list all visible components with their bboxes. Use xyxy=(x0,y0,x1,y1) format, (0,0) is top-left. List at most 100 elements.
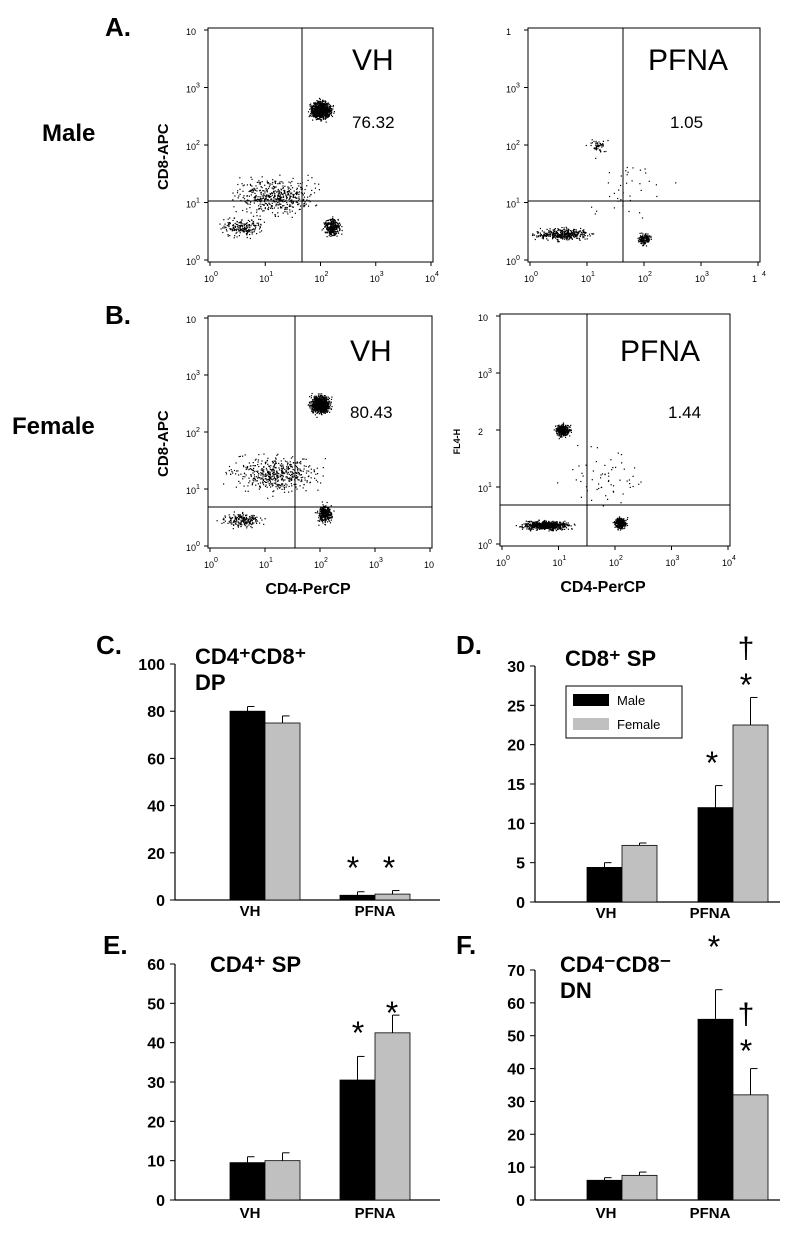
event-dot xyxy=(572,234,574,236)
event-dot xyxy=(247,519,249,521)
event-dot xyxy=(329,229,331,231)
event-dot xyxy=(558,429,560,431)
event-dot xyxy=(536,529,538,531)
event-dot xyxy=(564,433,566,435)
event-dot xyxy=(250,184,252,186)
event-dot xyxy=(321,104,323,106)
event-dot xyxy=(271,482,273,485)
event-dot xyxy=(564,235,566,237)
event-dot xyxy=(269,474,272,476)
event-dot xyxy=(314,410,316,412)
event-dot xyxy=(602,144,604,146)
event-dot xyxy=(277,476,279,478)
event-dot xyxy=(265,481,267,483)
x-tick-exponent: 1 xyxy=(591,271,595,278)
event-dot xyxy=(562,426,565,428)
event-dot xyxy=(267,471,269,474)
event-dot xyxy=(341,229,343,232)
event-dot xyxy=(628,210,630,213)
event-dot xyxy=(546,233,549,235)
event-dot xyxy=(312,408,314,410)
event-dot xyxy=(330,113,332,115)
event-dot xyxy=(275,467,277,469)
event-dot xyxy=(270,205,272,207)
event-dot xyxy=(242,520,245,523)
event-dot xyxy=(330,513,332,515)
event-dot xyxy=(296,472,298,474)
event-dot xyxy=(319,519,321,521)
event-dot xyxy=(292,196,294,198)
event-dot xyxy=(323,409,326,411)
event-dot xyxy=(295,201,297,203)
event-dot xyxy=(240,473,242,475)
event-dot xyxy=(267,478,269,480)
event-dot xyxy=(250,515,252,517)
event-dot xyxy=(560,236,562,238)
event-dot xyxy=(228,225,230,227)
event-dot xyxy=(643,242,645,244)
event-dot xyxy=(317,100,319,102)
event-dot xyxy=(286,476,288,478)
event-dot xyxy=(237,183,239,186)
event-dot xyxy=(237,197,239,199)
event-dot xyxy=(238,514,240,516)
event-dot xyxy=(558,426,560,428)
event-dot xyxy=(281,477,283,479)
event-dot xyxy=(310,408,312,410)
event-dot xyxy=(298,208,300,211)
event-dot xyxy=(324,400,326,402)
event-dot xyxy=(319,399,322,401)
event-dot xyxy=(650,237,652,239)
event-dot xyxy=(315,109,317,111)
event-dot xyxy=(273,490,275,492)
event-dot xyxy=(233,224,235,226)
event-dot xyxy=(231,517,233,519)
event-dot xyxy=(282,470,284,472)
event-dot xyxy=(263,523,265,525)
event-dot xyxy=(591,206,593,208)
event-dot xyxy=(594,213,596,215)
event-dot xyxy=(319,402,322,404)
event-dot xyxy=(316,108,318,110)
event-dot xyxy=(643,242,646,245)
event-dot xyxy=(339,224,341,226)
event-dot xyxy=(245,230,247,232)
event-dot xyxy=(326,107,328,109)
event-dot xyxy=(261,198,263,200)
event-dot xyxy=(326,222,328,224)
event-dot xyxy=(324,100,326,102)
event-dot xyxy=(597,145,599,147)
event-dot xyxy=(323,411,325,413)
event-dot xyxy=(262,210,264,212)
event-dot xyxy=(320,512,322,515)
event-dot xyxy=(249,203,251,205)
event-dot xyxy=(327,226,329,229)
event-dot xyxy=(288,485,290,488)
flow-plot-frame xyxy=(499,313,731,547)
event-dot xyxy=(243,229,245,231)
event-dot xyxy=(328,109,330,111)
event-dot xyxy=(629,195,631,197)
event-dot xyxy=(249,233,251,236)
event-dot xyxy=(246,211,248,213)
event-dot xyxy=(618,189,620,191)
event-dot xyxy=(253,225,256,227)
event-dot xyxy=(330,231,332,233)
event-dot xyxy=(317,481,319,483)
event-dot xyxy=(235,519,237,521)
event-dot xyxy=(271,183,273,185)
event-dot xyxy=(324,516,326,518)
event-dot xyxy=(312,399,314,401)
event-dot xyxy=(244,490,247,492)
event-dot xyxy=(284,211,286,213)
event-dot xyxy=(647,237,649,239)
event-dot xyxy=(321,520,323,522)
event-dot xyxy=(638,238,640,241)
event-dot xyxy=(278,462,280,464)
event-dot xyxy=(289,201,291,203)
event-dot xyxy=(553,230,555,232)
event-dot xyxy=(274,478,276,480)
event-dot xyxy=(250,189,252,191)
event-dot xyxy=(266,460,268,462)
